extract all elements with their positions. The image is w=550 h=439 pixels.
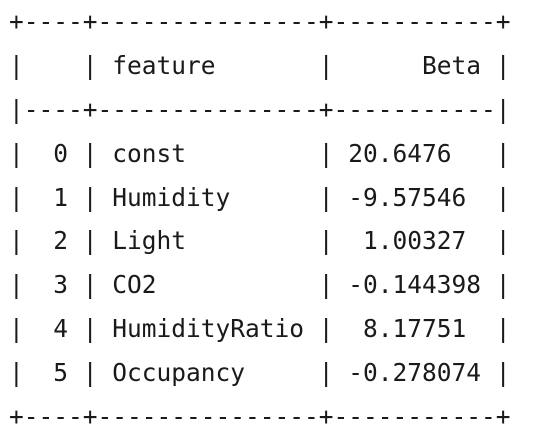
table-row: | 3 | CO2 | -0.144398 | [9,270,511,300]
table-header-row: | | feature | Beta | [9,50,511,80]
table-row: | 0 | const | 20.6476 | [9,138,511,168]
table-row: | 4 | HumidityRatio | 8.17751 | [9,314,511,344]
table-row: | 2 | Light | 1.00327 | [9,226,511,256]
table-bottom-border: +----+---------------+-----------+ [9,402,511,432]
table-header-separator: |----+---------------+-----------| [9,94,511,124]
table-top-border: +----+---------------+-----------+ [9,7,511,36]
regression-table: +----+---------------+-----------+ | | fe… [9,0,511,439]
table-row: | 1 | Humidity | -9.57546 | [9,182,511,212]
table-row: | 5 | Occupancy | -0.278074 | [9,358,511,388]
